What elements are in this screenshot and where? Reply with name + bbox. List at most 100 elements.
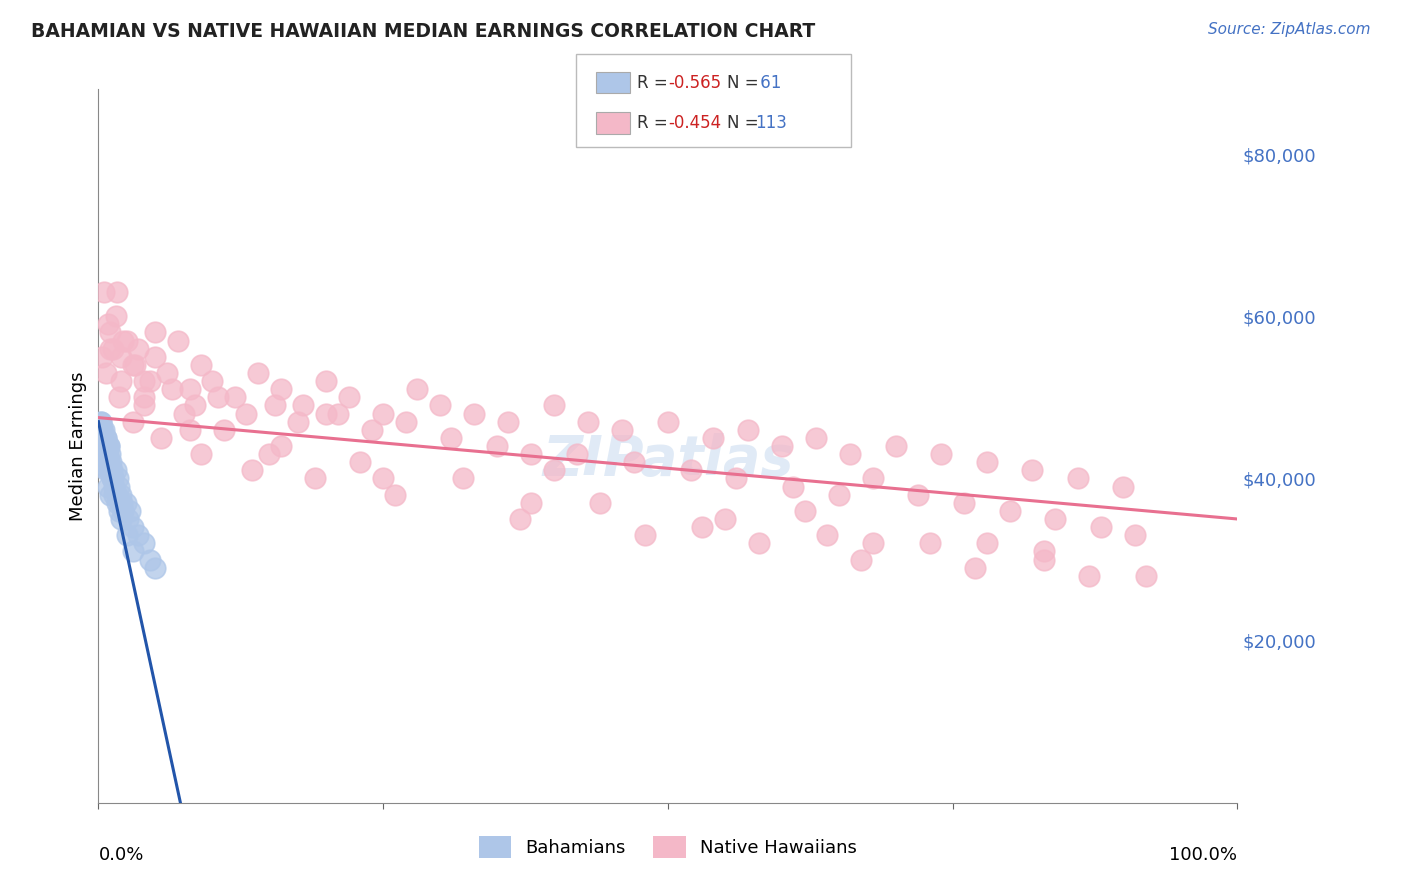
Point	[105, 488, 128, 502]
Point	[132, 536, 155, 550]
Point	[520, 496, 543, 510]
Point	[132, 390, 155, 404]
Point	[212, 423, 235, 437]
Point	[201, 374, 224, 388]
Point	[110, 350, 132, 364]
Point	[96, 455, 118, 469]
Point	[918, 536, 941, 550]
Point	[1067, 471, 1090, 485]
Point	[815, 528, 838, 542]
Point	[679, 463, 702, 477]
Point	[132, 399, 155, 413]
Point	[1090, 520, 1112, 534]
Point	[509, 512, 531, 526]
Point	[657, 415, 679, 429]
Point	[371, 471, 394, 485]
Point	[121, 415, 143, 429]
Point	[1043, 512, 1066, 526]
Text: 61: 61	[755, 73, 782, 92]
Point	[690, 520, 713, 534]
Point	[371, 407, 394, 421]
Point	[89, 423, 111, 437]
Point	[384, 488, 406, 502]
Point	[463, 407, 485, 421]
Point	[117, 512, 139, 526]
Point	[91, 431, 114, 445]
Point	[91, 431, 114, 445]
Point	[97, 439, 120, 453]
Point	[103, 488, 125, 502]
Point	[543, 463, 565, 477]
Point	[138, 374, 160, 388]
Point	[207, 390, 229, 404]
Point	[240, 463, 263, 477]
Point	[110, 488, 132, 502]
Point	[121, 520, 143, 534]
Point	[565, 447, 588, 461]
Point	[804, 431, 827, 445]
Point	[100, 488, 122, 502]
Point	[101, 471, 124, 485]
Point	[782, 479, 804, 493]
Point	[862, 536, 884, 550]
Point	[349, 455, 371, 469]
Point	[108, 479, 131, 493]
Point	[98, 447, 121, 461]
Text: 100.0%: 100.0%	[1170, 846, 1237, 863]
Point	[104, 310, 127, 324]
Point	[108, 504, 131, 518]
Point	[90, 431, 112, 445]
Text: R =: R =	[637, 114, 673, 132]
Point	[90, 423, 112, 437]
Point	[976, 455, 998, 469]
Point	[93, 447, 115, 461]
Text: N =: N =	[727, 114, 763, 132]
Point	[451, 471, 474, 485]
Point	[98, 463, 121, 477]
Point	[162, 382, 184, 396]
Point	[96, 318, 118, 332]
Point	[292, 399, 315, 413]
Point	[1032, 552, 1054, 566]
Point	[429, 399, 451, 413]
Point	[224, 390, 246, 404]
Point	[103, 471, 125, 485]
Point	[851, 552, 873, 566]
Point	[1135, 568, 1157, 582]
Point	[702, 431, 724, 445]
Point	[94, 447, 117, 461]
Point	[96, 447, 118, 461]
Point	[179, 382, 201, 396]
Point	[190, 358, 212, 372]
Point	[121, 358, 143, 372]
Point	[264, 399, 287, 413]
Point	[90, 423, 112, 437]
Point	[124, 358, 146, 372]
Point	[138, 552, 160, 566]
Point	[96, 455, 118, 469]
Point	[145, 350, 167, 364]
Point	[90, 415, 112, 429]
Point	[623, 455, 645, 469]
Point	[965, 560, 987, 574]
Point	[612, 423, 634, 437]
Point	[98, 326, 121, 340]
Point	[120, 504, 142, 518]
Text: 113: 113	[755, 114, 787, 132]
Point	[793, 504, 815, 518]
Point	[337, 390, 360, 404]
Point	[103, 342, 125, 356]
Point	[315, 374, 337, 388]
Point	[1078, 568, 1101, 582]
Point	[111, 496, 134, 510]
Point	[173, 407, 195, 421]
Point	[90, 439, 112, 453]
Point	[96, 431, 118, 445]
Point	[97, 439, 120, 453]
Point	[145, 560, 167, 574]
Point	[93, 439, 115, 453]
Point	[145, 326, 167, 340]
Text: ZIPatlas: ZIPatlas	[543, 434, 793, 487]
Point	[953, 496, 976, 510]
Point	[907, 488, 929, 502]
